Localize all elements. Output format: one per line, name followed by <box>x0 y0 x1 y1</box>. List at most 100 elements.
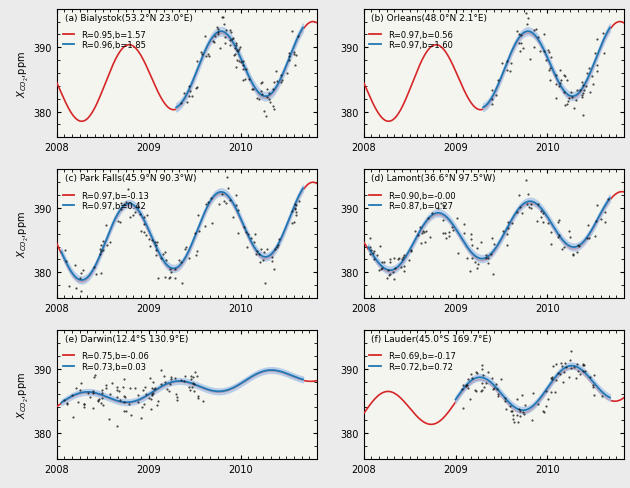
Point <box>282 70 292 78</box>
Point <box>261 94 272 102</box>
Point <box>239 224 249 231</box>
Point <box>147 391 157 399</box>
Point <box>529 43 539 51</box>
Point <box>232 47 243 55</box>
Point <box>532 218 542 226</box>
Point <box>578 367 588 375</box>
Point <box>544 219 554 227</box>
Point <box>375 243 385 251</box>
Point <box>231 191 241 199</box>
Point <box>159 274 169 282</box>
Point <box>166 375 176 383</box>
Point <box>366 246 376 254</box>
Point <box>553 369 563 377</box>
Point <box>150 239 160 247</box>
Point <box>121 199 131 206</box>
Legend: R=0.97,b=-0.13, R=0.97,b=0.42: R=0.97,b=-0.13, R=0.97,b=0.42 <box>61 190 151 212</box>
Point <box>577 94 587 102</box>
Point <box>76 386 86 394</box>
Point <box>578 112 588 120</box>
Point <box>385 259 395 267</box>
Point <box>76 269 86 277</box>
Point <box>183 82 193 90</box>
Point <box>513 418 523 426</box>
Point <box>546 241 556 248</box>
Point <box>369 256 379 264</box>
Point <box>185 88 195 96</box>
Point <box>568 251 578 259</box>
Point <box>255 258 265 266</box>
Point <box>394 254 404 262</box>
Point <box>91 270 101 278</box>
Point <box>459 229 469 237</box>
Point <box>564 356 575 364</box>
Point <box>120 398 130 406</box>
Point <box>236 44 246 52</box>
Point <box>551 389 561 397</box>
Point <box>555 67 565 75</box>
Point <box>561 363 571 371</box>
Point <box>228 213 238 221</box>
Point <box>590 50 600 58</box>
Point <box>89 371 100 379</box>
Point <box>273 241 284 249</box>
Point <box>79 403 89 411</box>
Point <box>231 64 241 72</box>
Point <box>476 239 486 247</box>
Point <box>406 247 416 255</box>
Point <box>524 203 534 211</box>
Point <box>491 381 501 388</box>
Point <box>203 51 214 59</box>
Point <box>72 399 83 407</box>
Point <box>153 274 163 282</box>
Point <box>231 41 241 49</box>
Point <box>256 245 266 253</box>
Point <box>573 87 583 95</box>
Point <box>198 397 208 405</box>
Point <box>533 400 543 408</box>
Point <box>88 387 98 395</box>
Point <box>98 247 108 255</box>
Point <box>290 201 300 208</box>
Point <box>255 96 265 103</box>
Point <box>184 254 194 262</box>
Point <box>195 49 205 57</box>
Point <box>546 54 556 62</box>
Text: (b) Orleans(48.0°N 2.1°E): (b) Orleans(48.0°N 2.1°E) <box>372 14 488 22</box>
Point <box>268 103 278 111</box>
Point <box>488 385 498 393</box>
Point <box>375 265 386 273</box>
Point <box>159 372 169 380</box>
Point <box>226 27 236 35</box>
Point <box>544 49 554 57</box>
Point <box>160 249 170 257</box>
Point <box>541 387 551 395</box>
Point <box>481 379 491 387</box>
Point <box>580 367 590 375</box>
Point <box>112 422 122 430</box>
Point <box>507 407 517 415</box>
Point <box>112 394 122 402</box>
Point <box>573 242 583 250</box>
Point <box>140 384 151 391</box>
Point <box>525 201 536 208</box>
Point <box>89 263 100 271</box>
Point <box>517 209 527 217</box>
Point <box>466 236 476 244</box>
Point <box>574 243 584 251</box>
Point <box>228 35 238 43</box>
Point <box>587 81 597 89</box>
Point <box>151 246 161 254</box>
Point <box>59 397 69 405</box>
Point <box>453 250 463 258</box>
Point <box>448 226 458 234</box>
Point <box>68 413 78 421</box>
Point <box>266 258 277 265</box>
Point <box>98 238 108 245</box>
Point <box>518 410 529 418</box>
Point <box>522 191 532 199</box>
Point <box>384 272 394 280</box>
Point <box>174 256 184 264</box>
Point <box>548 363 558 370</box>
Point <box>501 406 511 413</box>
